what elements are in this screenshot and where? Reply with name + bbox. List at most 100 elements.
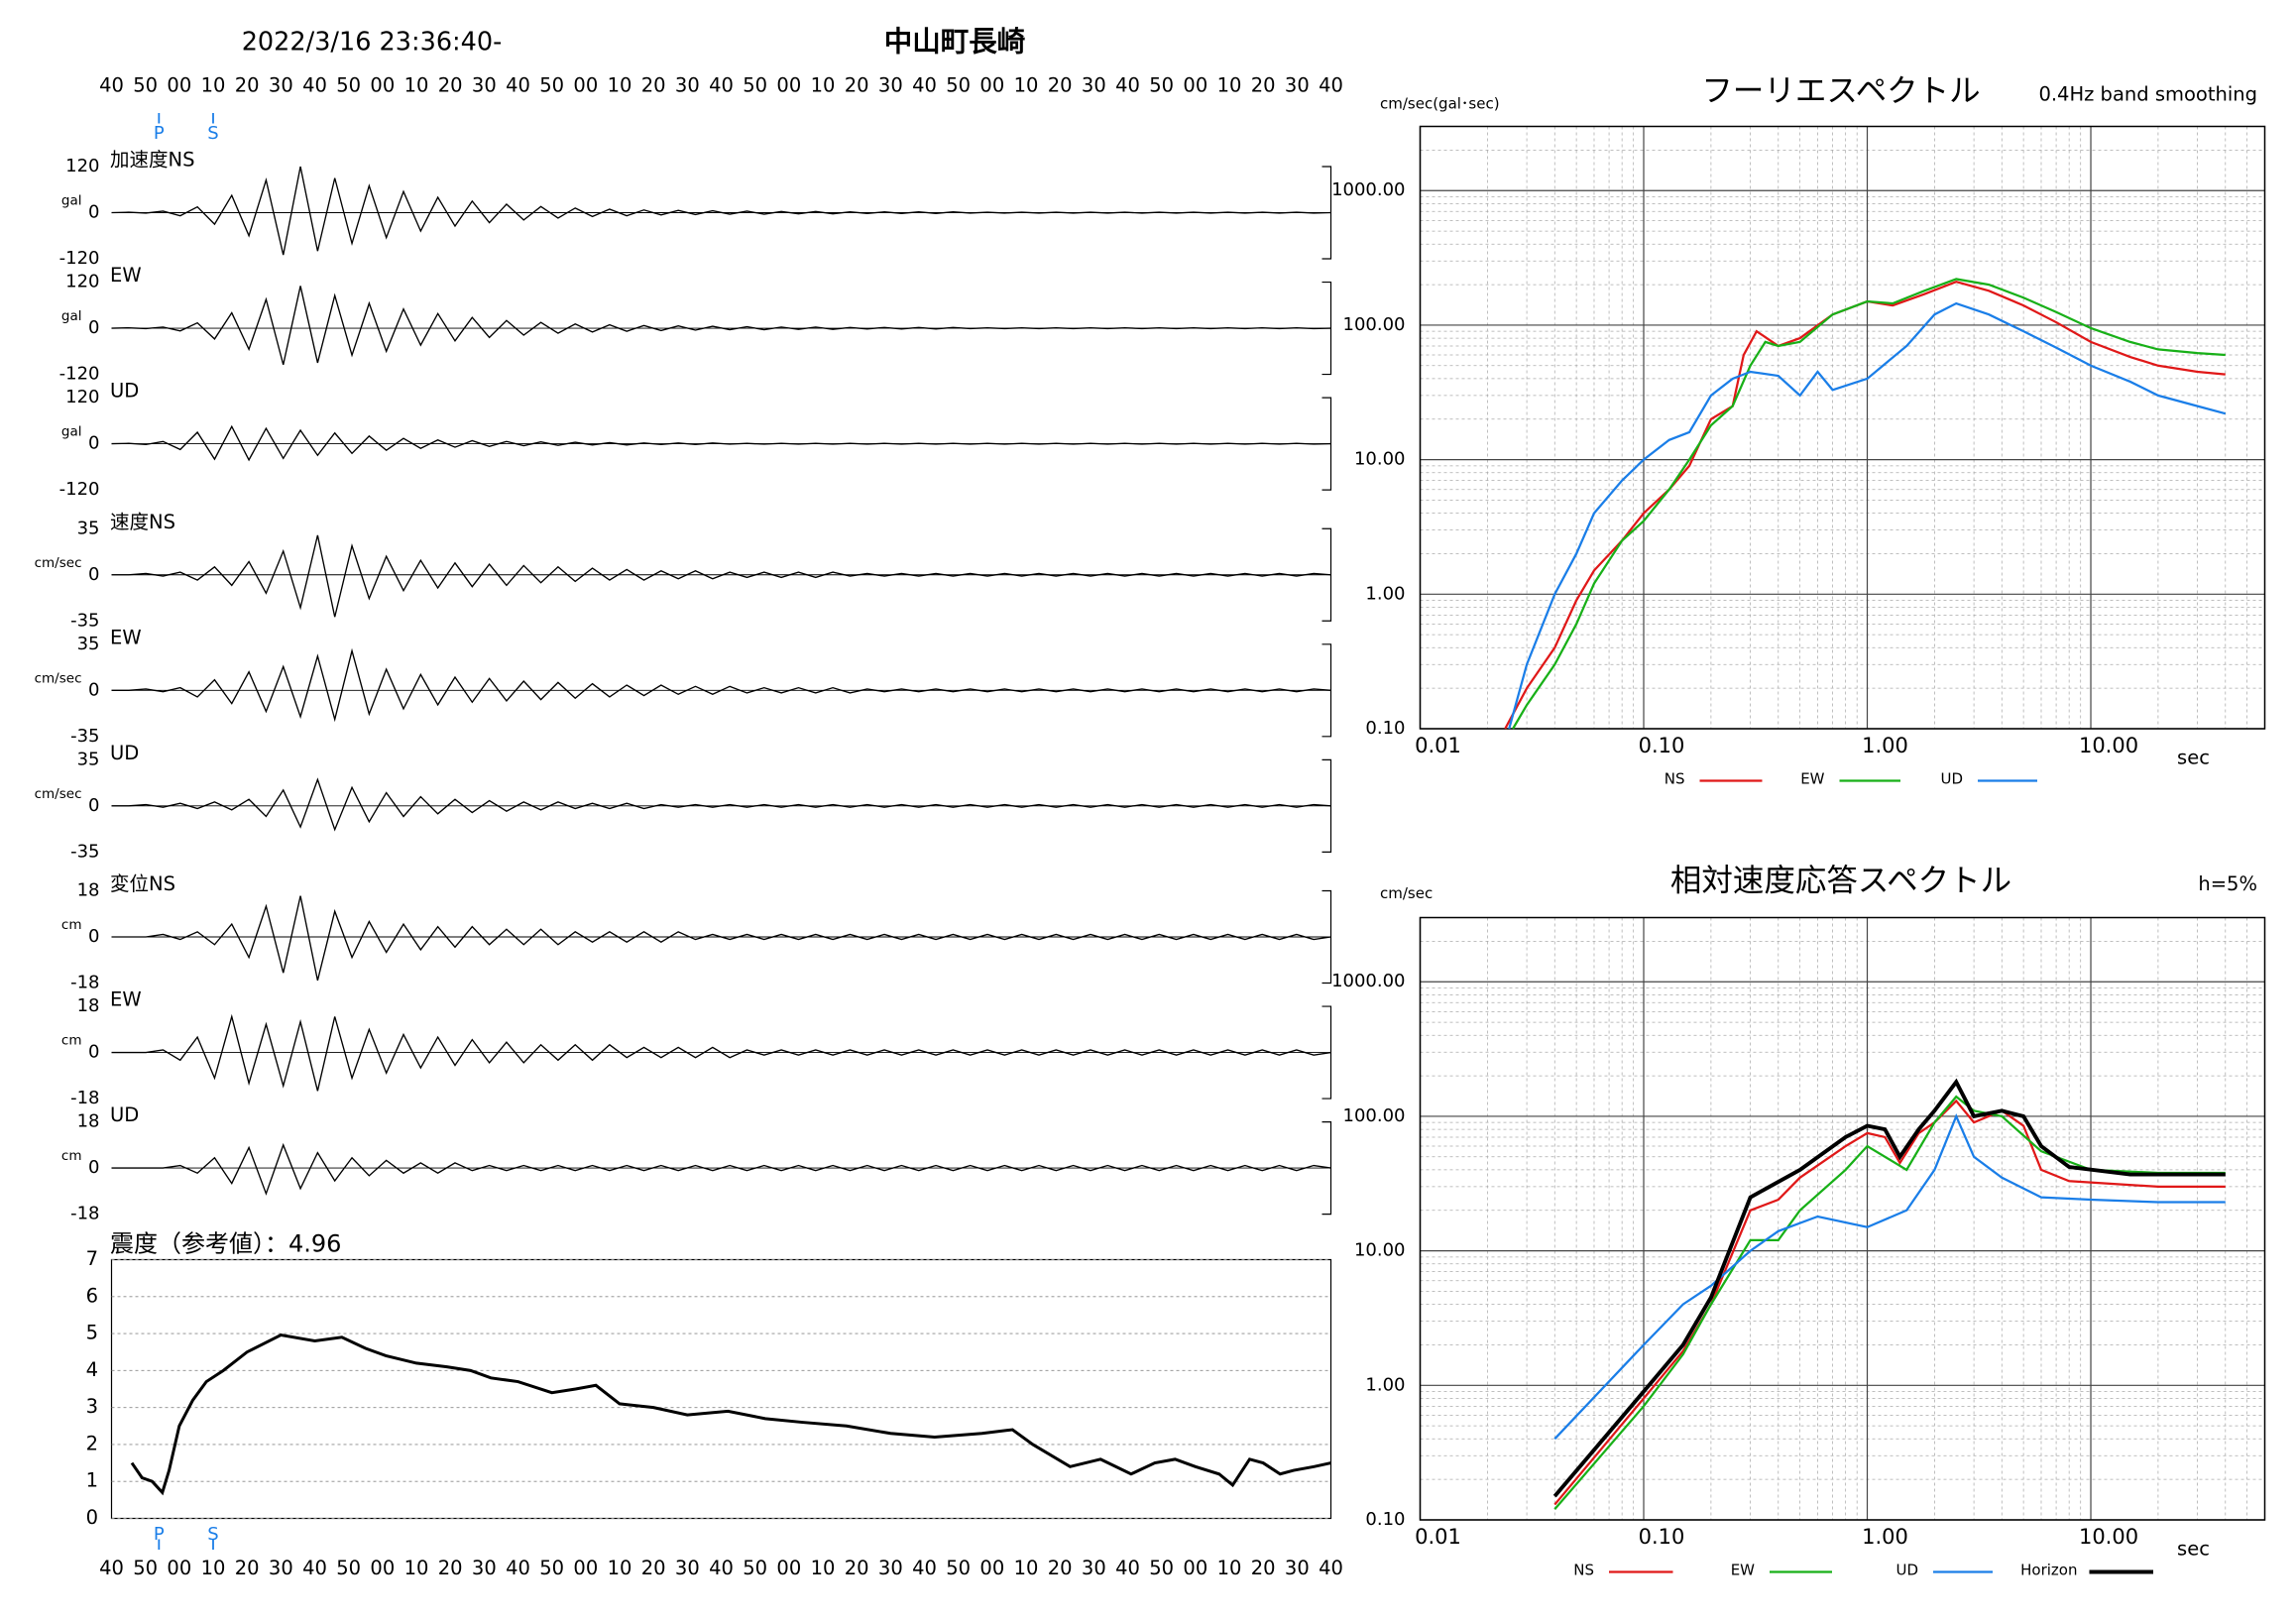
x-tick-label: 50	[336, 1557, 361, 1579]
panel-label: EW	[110, 626, 142, 648]
x-tick-label: 40	[709, 1557, 734, 1579]
intensity-title: 震度（参考値）：4.96	[110, 1230, 341, 1258]
y-tick-label: -18	[70, 1088, 99, 1108]
x-tick-label: 10	[1014, 74, 1039, 97]
intensity-line	[130, 1333, 1331, 1496]
y-tick-label: 0	[88, 926, 99, 947]
station-name: 中山町長崎	[884, 26, 1026, 58]
x-tick-label: 0.01	[1415, 1525, 1461, 1549]
y-tick-label: 10.00	[1354, 1240, 1406, 1261]
y-tick-label: -18	[70, 973, 99, 993]
x-tick-label: 40	[1319, 74, 1343, 97]
x-tick-label: 30	[1082, 74, 1106, 97]
x-tick-label: 10	[404, 1557, 429, 1579]
y-tick-label: 100.00	[1343, 314, 1406, 335]
x-tick-label: 00	[370, 1557, 395, 1579]
y-tick-label: 0.10	[1365, 718, 1405, 739]
x-tick-label: 10.00	[2079, 734, 2138, 757]
x-tick-label: 00	[1183, 74, 1207, 97]
unit-label: cm/sec	[35, 786, 82, 802]
y-tick-label: 1.00	[1365, 583, 1405, 604]
y-tick-label: -120	[59, 248, 100, 269]
x-tick-label: 50	[133, 1557, 158, 1579]
y-tick-label: -35	[70, 610, 99, 631]
x-tick-label: 00	[979, 1557, 1004, 1579]
phase-label: P	[154, 123, 165, 144]
x-tick-label: 1.00	[1862, 1525, 1908, 1549]
x-tick-label: 50	[1149, 74, 1174, 97]
y-tick-label: 2	[86, 1432, 98, 1454]
x-tick-label: 50	[539, 74, 564, 97]
y-tick-label: 18	[77, 995, 100, 1016]
x-tick-label: 50	[1149, 1557, 1174, 1579]
phase-label: S	[207, 1524, 218, 1545]
waveform	[111, 534, 1331, 618]
x-tick-label: 20	[438, 1557, 463, 1579]
y-tick-label: 7	[86, 1247, 98, 1270]
y-tick-label: 1	[86, 1469, 98, 1492]
panel-label: UD	[110, 380, 139, 403]
phase-label: P	[154, 1524, 165, 1545]
x-tick-label: 30	[878, 1557, 903, 1579]
x-tick-label: 50	[743, 74, 767, 97]
x-tick-label: 50	[946, 74, 971, 97]
spectrum-line	[1512, 278, 2226, 730]
x-tick-label: 40	[302, 1557, 327, 1579]
x-tick-label: 20	[438, 74, 463, 97]
x-tick-label: 50	[336, 74, 361, 97]
y-tick-label: 0	[88, 202, 99, 223]
unit-label: gal	[61, 424, 82, 440]
x-tick-label: 10	[1014, 1557, 1039, 1579]
x-axis-label: sec	[2177, 1538, 2210, 1561]
legend-label: UD	[1895, 1562, 1918, 1579]
y-tick-label: 0	[88, 1042, 99, 1063]
spectrum-line	[1552, 1078, 2226, 1498]
x-tick-label: 30	[675, 1557, 700, 1579]
x-tick-label: 00	[370, 74, 395, 97]
y-tick-label: 3	[86, 1395, 98, 1418]
x-tick-label: 50	[946, 1557, 971, 1579]
y-tick-label: -35	[70, 726, 99, 747]
y-tick-label: 0.10	[1365, 1509, 1405, 1530]
x-tick-label: 10	[1217, 1557, 1242, 1579]
x-tick-label: 50	[743, 1557, 767, 1579]
x-tick-label: 40	[1115, 1557, 1140, 1579]
x-tick-label: 20	[1048, 74, 1073, 97]
chart-subtitle: 0.4Hz band smoothing	[2038, 83, 2257, 106]
x-tick-label: 50	[539, 1557, 564, 1579]
x-tick-label: 1.00	[1862, 734, 1908, 757]
unit-label: cm	[61, 1033, 82, 1049]
y-tick-label: 100.00	[1343, 1105, 1406, 1126]
x-tick-label: 10	[811, 1557, 836, 1579]
chart-title: 相対速度応答スペクトル	[1670, 864, 2011, 899]
unit-label: cm	[61, 917, 82, 933]
x-tick-label: 00	[1183, 1557, 1207, 1579]
y-tick-label: -18	[70, 1204, 99, 1224]
x-tick-label: 10	[811, 74, 836, 97]
waveform	[111, 424, 1331, 462]
y-tick-label: 0	[88, 564, 99, 585]
y-tick-label: 35	[77, 518, 100, 538]
waveform	[111, 777, 1331, 832]
chart-title: フーリエスペクトル	[1701, 73, 1980, 109]
x-tick-label: 30	[269, 74, 293, 97]
x-tick-label: 20	[1251, 74, 1276, 97]
x-tick-label: 00	[776, 74, 801, 97]
unit-label: cm/sec	[35, 555, 82, 571]
y-axis-label: cm/sec(gal･sec)	[1380, 95, 1500, 113]
y-tick-label: 120	[65, 156, 99, 176]
x-tick-label: 0.01	[1415, 734, 1461, 757]
unit-label: gal	[61, 308, 82, 324]
y-tick-label: 0	[88, 433, 99, 454]
y-tick-label: -35	[70, 841, 99, 862]
y-tick-label: 1.00	[1365, 1374, 1405, 1395]
x-tick-label: 10.00	[2079, 1525, 2138, 1549]
x-tick-label: 20	[641, 1557, 666, 1579]
y-tick-label: 0	[88, 317, 99, 338]
legend-label: NS	[1665, 770, 1685, 788]
y-tick-label: 10.00	[1354, 449, 1406, 470]
x-tick-label: 0.10	[1639, 1525, 1685, 1549]
